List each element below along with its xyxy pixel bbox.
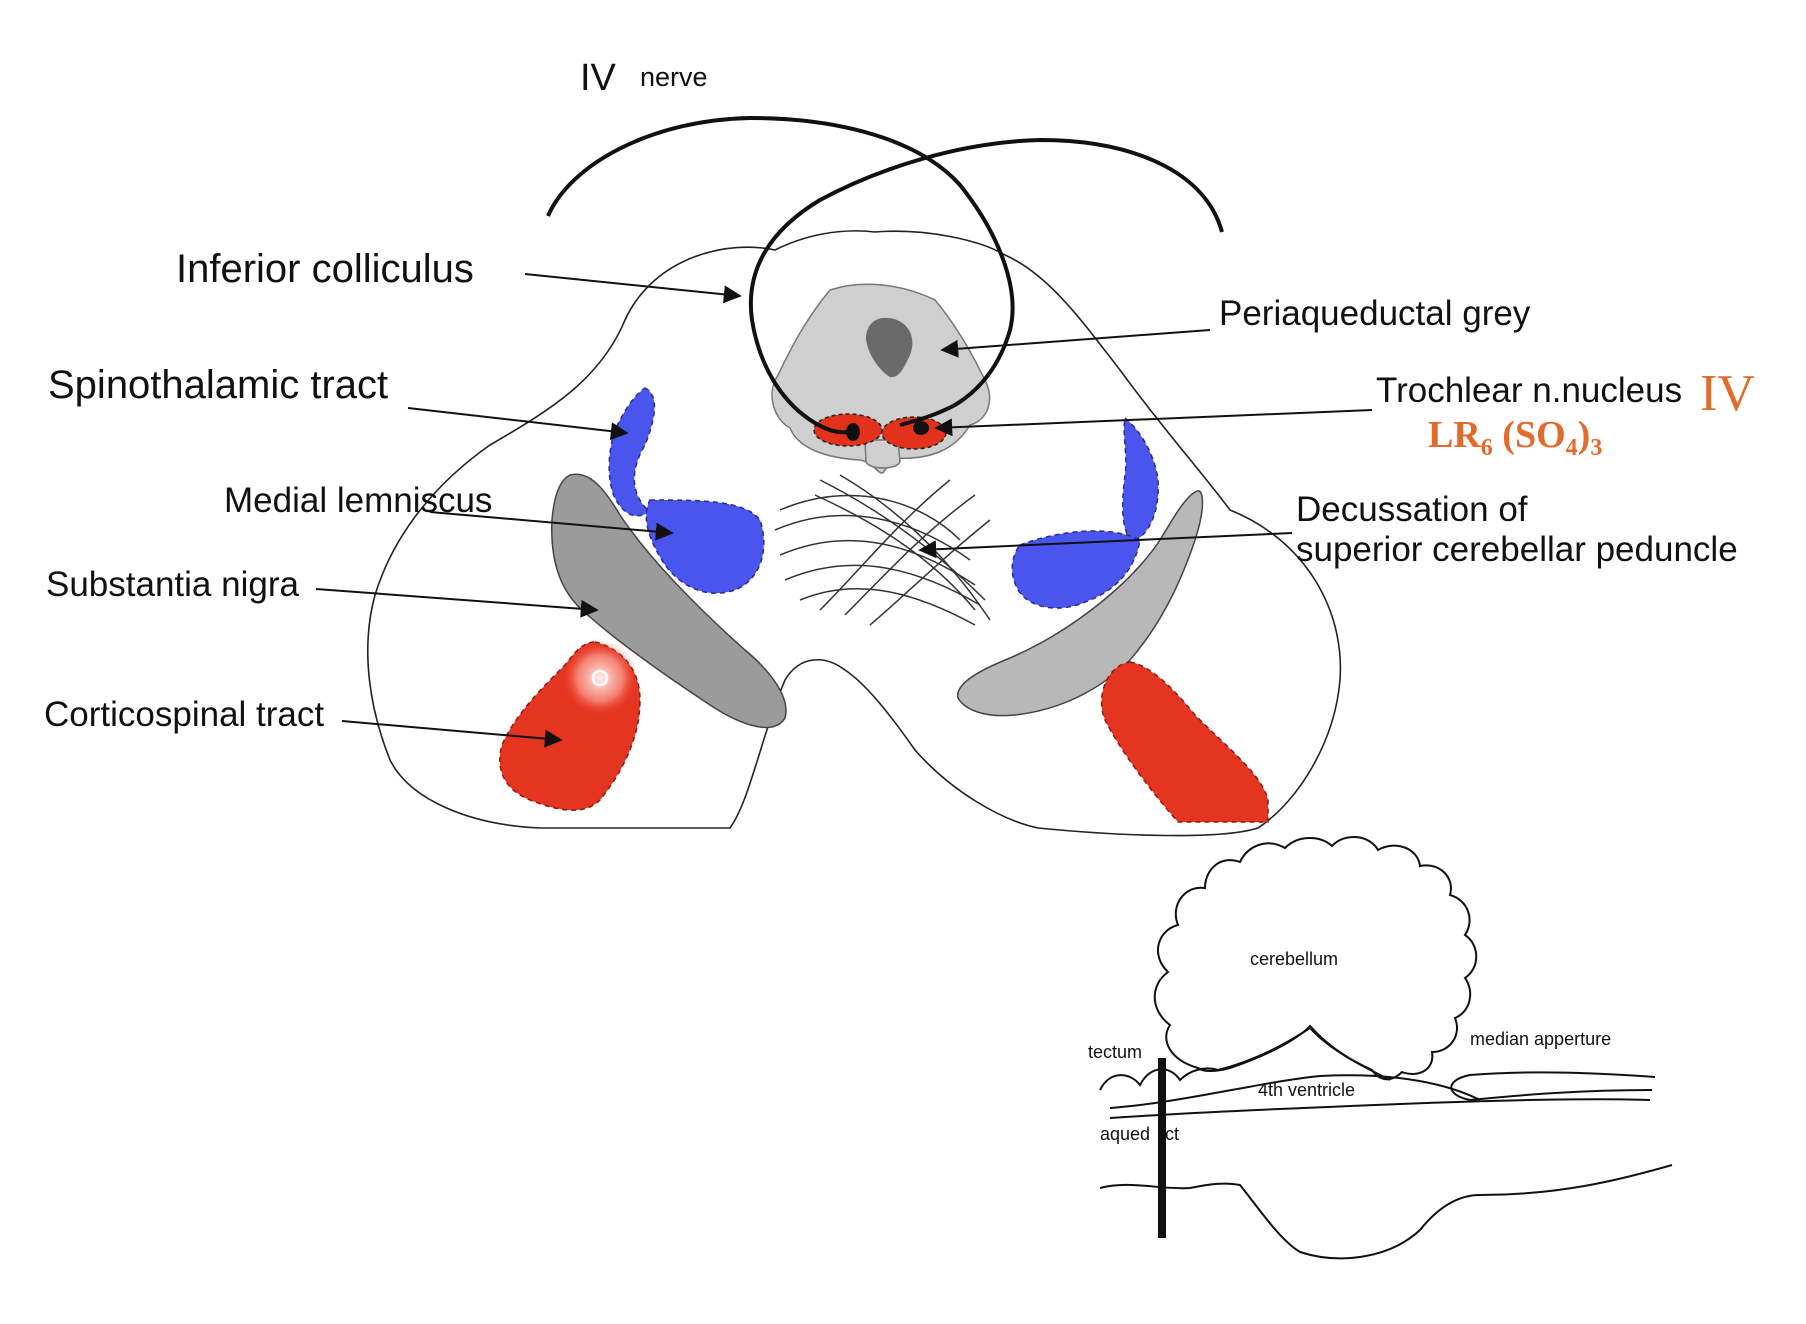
- medial-lemniscus-left: [645, 499, 765, 594]
- corticospinal-glow: [562, 640, 638, 716]
- inset-ventricle-roof: [1217, 1027, 1311, 1071]
- inset-floor-line: [1109, 1098, 1651, 1119]
- inset-label-cerebellum: cerebellum: [1250, 949, 1338, 969]
- label-substantia-nigra: Substantia nigra: [46, 565, 299, 604]
- medial-lemniscus-right: [1011, 530, 1141, 609]
- inset-label-aqueduct: aqued ct: [1100, 1124, 1179, 1144]
- leader-arrows: [315, 273, 1373, 748]
- lower-stem-peg: [864, 439, 901, 469]
- label-decussation-line1: Decussation of: [1296, 490, 1528, 529]
- mnemonic-formula: LR6 (SO4)3: [1428, 414, 1602, 461]
- substantia-nigra-left: [551, 473, 787, 729]
- title-roman: IV: [580, 57, 617, 99]
- label-periaqueductal-grey: Periaqueductal grey: [1219, 294, 1531, 333]
- trochlear-nerve-loops: [546, 115, 1224, 435]
- trochlear-dot-left: [846, 423, 860, 441]
- inset-fold: [1309, 1027, 1391, 1081]
- spinothalamic-tract-right: [1121, 416, 1159, 543]
- decussation-fibers: [774, 474, 991, 626]
- mnemonic-lr: LR: [1428, 414, 1481, 456]
- mnemonic-so: (SO: [1493, 414, 1566, 456]
- sagittal-inset: [1099, 836, 1673, 1260]
- inset-ventricle-floor-upper: [1109, 1074, 1481, 1109]
- substantia-nigra-right: [957, 490, 1204, 717]
- mnemonic-so-sub: 4: [1566, 435, 1578, 461]
- inset-aperture-fold: [1450, 1071, 1656, 1101]
- trochlear-dot-right: [913, 421, 929, 435]
- corticospinal-tract-right: [1100, 661, 1269, 823]
- mnemonic-close-sub: 3: [1590, 435, 1602, 461]
- inset-label-median-aperture: median apperture: [1470, 1029, 1611, 1049]
- mnemonic-lr-sub: 6: [1481, 435, 1493, 461]
- label-inferior-colliculus: Inferior colliculus: [176, 247, 474, 291]
- cerebral-aqueduct: [865, 317, 913, 378]
- spinothalamic-tract-left: [608, 387, 656, 517]
- corticospinal-marker: [591, 669, 609, 687]
- inset-label-tectum: tectum: [1088, 1042, 1142, 1062]
- inset-ventral-outline: [1099, 1164, 1673, 1260]
- inset-label-fourth-ventricle: 4th ventricle: [1258, 1080, 1355, 1100]
- label-decussation-line2: superior cerebellar peduncle: [1296, 530, 1738, 569]
- label-corticospinal-tract: Corticospinal tract: [44, 695, 324, 734]
- inset-aperture-ridge: [1469, 1089, 1653, 1101]
- title-word: nerve: [640, 62, 708, 92]
- label-trochlear-nucleus: Trochlear n.nucleus: [1376, 371, 1682, 410]
- label-spinothalamic-tract: Spinothalamic tract: [48, 363, 388, 407]
- mnemonic-roman: IV: [1700, 365, 1755, 422]
- mnemonic-close: ): [1578, 414, 1591, 456]
